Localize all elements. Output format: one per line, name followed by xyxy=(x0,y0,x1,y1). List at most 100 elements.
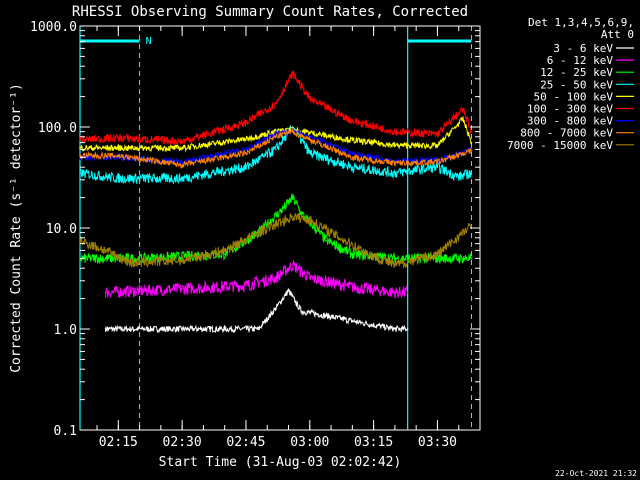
y-tick-label: 0.1 xyxy=(54,424,77,439)
data-point xyxy=(130,262,132,264)
x-tick-label: 03:30 xyxy=(418,435,457,450)
data-point xyxy=(245,122,247,124)
x-axis-label: Start Time (31-Aug-03 02:02:42) xyxy=(159,455,402,470)
data-point xyxy=(300,212,303,215)
data-point xyxy=(351,253,354,256)
data-point xyxy=(308,98,311,100)
legend-entry-label: 800 - 7000 keV xyxy=(520,127,613,140)
data-point xyxy=(287,289,290,292)
data-point xyxy=(436,253,439,256)
data-point xyxy=(300,310,303,313)
data-point xyxy=(470,257,473,260)
data-point xyxy=(351,156,354,159)
data-point xyxy=(334,234,337,236)
data-point xyxy=(79,172,81,174)
legend-entry-label: 50 - 100 keV xyxy=(534,90,614,103)
data-point xyxy=(470,130,473,133)
data-point xyxy=(245,152,247,155)
y-tick-label: 10.0 xyxy=(46,222,77,237)
series-line xyxy=(105,260,408,299)
data-point xyxy=(79,239,81,242)
data-point xyxy=(406,291,409,294)
series-line xyxy=(79,128,472,170)
x-tick-label: 02:15 xyxy=(99,435,138,450)
data-point xyxy=(394,291,396,294)
data-point xyxy=(245,148,247,151)
data-point xyxy=(351,152,354,155)
y-tick-label: 100.0 xyxy=(38,121,77,136)
data-point xyxy=(117,147,120,149)
data-point xyxy=(470,225,473,227)
data-point xyxy=(79,138,81,141)
data-point xyxy=(181,147,183,149)
y-tick-label: 1.0 xyxy=(54,323,77,338)
data-point xyxy=(406,328,409,330)
data-point xyxy=(181,161,183,163)
data-point xyxy=(291,196,294,199)
data-point xyxy=(223,249,226,252)
data-point xyxy=(394,172,396,174)
x-tick-label: 03:00 xyxy=(290,435,329,450)
data-point xyxy=(462,108,464,111)
data-point xyxy=(291,130,294,133)
data-point xyxy=(351,286,354,288)
data-point xyxy=(394,257,396,260)
data-point xyxy=(283,206,286,209)
data-point xyxy=(117,137,120,139)
y-tick-label: 1000.0 xyxy=(30,20,77,35)
legend-title: Att 0 xyxy=(601,28,634,41)
series-line xyxy=(79,116,472,153)
data-point xyxy=(351,120,354,122)
data-point xyxy=(223,328,226,330)
data-point xyxy=(79,147,81,149)
legend-entry-label: 6 - 12 keV xyxy=(547,54,614,67)
y-axis-label: Corrected Count Rate (s⁻¹ detector⁻¹) xyxy=(9,83,24,373)
data-point xyxy=(223,253,226,256)
data-point xyxy=(308,131,311,134)
data-point xyxy=(117,177,120,180)
data-point xyxy=(351,320,354,322)
data-point xyxy=(470,141,473,144)
data-point xyxy=(104,249,107,252)
series-line xyxy=(79,70,472,145)
data-point xyxy=(245,166,247,168)
data-point xyxy=(394,328,396,330)
data-point xyxy=(462,118,464,120)
plot-area: N xyxy=(79,25,481,431)
data-point xyxy=(436,161,439,163)
series-line xyxy=(105,287,408,334)
legend-entry-label: 100 - 300 keV xyxy=(527,103,613,116)
data-point xyxy=(181,140,183,143)
x-tick-label: 02:45 xyxy=(226,435,265,450)
y-axis: 1000.0 100.0 10.0 1.0 0.1 xyxy=(30,20,480,439)
data-point xyxy=(117,154,120,157)
data-point xyxy=(470,172,473,174)
data-point xyxy=(181,177,183,180)
data-point xyxy=(436,145,439,147)
data-point xyxy=(308,138,311,141)
legend-entry-label: 300 - 800 keV xyxy=(527,115,613,128)
data-point xyxy=(274,307,277,310)
data-point xyxy=(308,219,311,221)
data-point xyxy=(368,253,371,256)
data-point xyxy=(394,144,396,147)
data-point xyxy=(274,148,277,151)
data-point xyxy=(308,152,311,155)
data-point xyxy=(104,291,107,294)
timestamp: 22-Oct-2021 21:32 xyxy=(555,469,637,478)
data-point xyxy=(181,288,183,290)
data-point xyxy=(351,139,354,142)
legend-title: Det 1,3,4,5,6,9, xyxy=(528,16,634,29)
data-point xyxy=(245,138,247,140)
data-point xyxy=(245,284,247,287)
data-point xyxy=(274,135,277,138)
x-tick-label: 02:30 xyxy=(163,435,202,450)
data-point xyxy=(436,133,439,135)
data-point xyxy=(181,164,183,166)
series-line xyxy=(79,125,472,185)
data-point xyxy=(317,313,320,316)
data-point xyxy=(440,257,443,260)
data-point xyxy=(181,259,183,261)
data-point xyxy=(79,154,81,157)
